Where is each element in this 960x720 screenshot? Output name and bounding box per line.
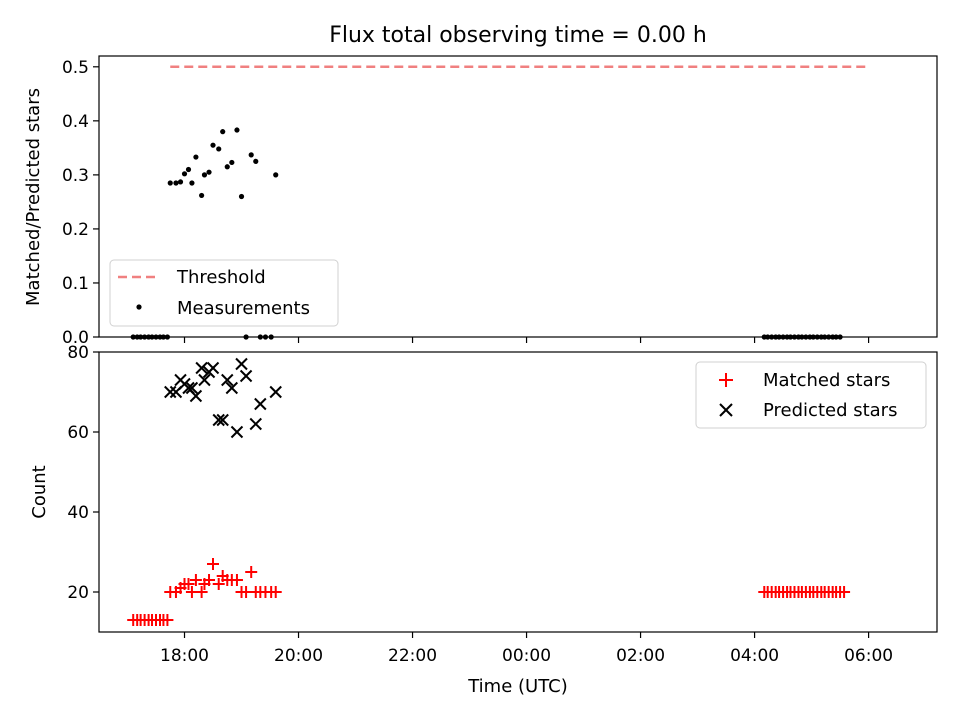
matched-star-point — [269, 586, 282, 598]
predicted-star-point — [225, 381, 239, 395]
top-y-axis-label: Matched/Predicted stars — [23, 88, 44, 306]
predicted-star-point — [195, 361, 208, 375]
measurement-point — [238, 193, 245, 200]
measurement-point — [185, 166, 192, 173]
bottom-plot-area — [127, 357, 851, 626]
measurement-point — [224, 164, 230, 170]
bottom-y-tick-label: 20 — [67, 583, 89, 603]
matched-star-point — [203, 574, 216, 586]
top-y-tick-label: 0.3 — [62, 166, 89, 186]
x-tick-label: 18:00 — [160, 646, 209, 666]
measurement-point — [248, 152, 254, 158]
top-y-tick-label: 0.2 — [62, 220, 89, 240]
x-tick-label: 00:00 — [502, 646, 551, 666]
bottom-y-ticks: 20 40 60 80 — [67, 343, 99, 603]
measurement-point — [199, 192, 205, 199]
top-legend: Threshold Measurements — [109, 259, 339, 327]
matched-star-point — [838, 586, 851, 598]
top-panel: 0.0 0.1 0.2 0.3 0.4 0.5 Matched/Predicted sta… — [23, 55, 938, 348]
top-x-ticks — [183, 337, 870, 343]
top-y-tick-label: 0.4 — [62, 112, 89, 132]
chart-title: Flux total observing time = 0.00 h — [329, 23, 707, 48]
x-tick-label: 02:00 — [616, 646, 665, 666]
bottom-y-tick-label: 80 — [67, 343, 89, 363]
predicted-star-point — [230, 425, 244, 439]
bottom-y-axis-label: Count — [29, 465, 50, 518]
top-y-ticks: 0.0 0.1 0.2 0.3 0.4 0.5 — [62, 58, 99, 348]
top-y-tick-label: 0.0 — [62, 328, 89, 348]
matched-star-point — [161, 614, 174, 626]
measurement-point — [216, 146, 222, 152]
bottom-y-tick-label: 60 — [67, 423, 89, 443]
top-y-tick-label: 0.1 — [62, 274, 89, 294]
measurements-legend-label: Measurements — [177, 298, 310, 319]
bottom-x-ticks: 18:00 20:00 22:00 00:00 02:00 04:00 06:00 — [160, 632, 893, 666]
top-y-tick-label: 0.5 — [62, 58, 89, 78]
matched-star-point — [212, 578, 225, 590]
top-legend-box — [109, 259, 339, 327]
measurement-point — [173, 180, 179, 186]
predicted-star-point — [216, 413, 229, 427]
matched-star-point — [207, 558, 220, 570]
predicted-star-point — [198, 373, 211, 387]
measurement-point — [234, 127, 240, 133]
predicted-star-point — [164, 385, 177, 399]
predicted-star-point — [221, 373, 234, 387]
measurements-legend-swatch — [136, 304, 142, 310]
predicted-star-point — [235, 357, 248, 371]
predicted-legend-swatch — [719, 403, 733, 417]
predicted-star-point — [254, 397, 267, 411]
predicted-star-point — [185, 381, 199, 395]
top-axes-frame — [98, 55, 938, 338]
measurement-point — [220, 129, 226, 135]
measurement-point — [189, 180, 195, 186]
measurement-point — [181, 171, 188, 177]
measurement-point — [177, 179, 184, 185]
bottom-panel: 20 40 60 80 18:00 20:00 22:00 00:00 02:00 04:00 0… — [29, 343, 938, 697]
measurement-point — [206, 169, 212, 175]
bottom-legend-box — [695, 361, 927, 429]
threshold-legend-label: Threshold — [176, 267, 266, 288]
measurement-point — [210, 142, 216, 148]
matched-star-point — [182, 578, 195, 590]
matched-star-point — [230, 574, 243, 586]
x-tick-label: 04:00 — [730, 646, 779, 666]
predicted-star-point — [212, 413, 225, 427]
predicted-star-point — [249, 417, 262, 431]
x-tick-label: 20:00 — [274, 646, 323, 666]
bottom-y-tick-label: 40 — [67, 503, 89, 523]
predicted-star-point — [206, 361, 220, 375]
matched-star-point — [195, 586, 208, 598]
matched-legend-label: Matched stars — [763, 370, 890, 391]
measurement-point — [253, 158, 259, 164]
measurement-point — [193, 154, 199, 160]
x-tick-label: 22:00 — [388, 646, 437, 666]
measurement-point — [229, 159, 235, 166]
predicted-star-point — [269, 385, 282, 399]
x-axis-label: Time (UTC) — [467, 676, 568, 697]
matched-star-point — [189, 574, 202, 586]
matched-legend-swatch — [719, 373, 733, 387]
predicted-star-point — [189, 389, 203, 403]
bottom-legend: Matched stars Predicted stars — [695, 361, 927, 429]
bottom-axes-frame — [98, 351, 938, 633]
predicted-legend-label: Predicted stars — [763, 400, 897, 421]
x-tick-label: 06:00 — [844, 646, 893, 666]
measurement-point — [273, 172, 279, 178]
measurement-point — [201, 172, 208, 178]
predicted-star-point — [239, 369, 253, 383]
measurement-point — [167, 180, 173, 186]
matched-star-point — [245, 566, 258, 578]
